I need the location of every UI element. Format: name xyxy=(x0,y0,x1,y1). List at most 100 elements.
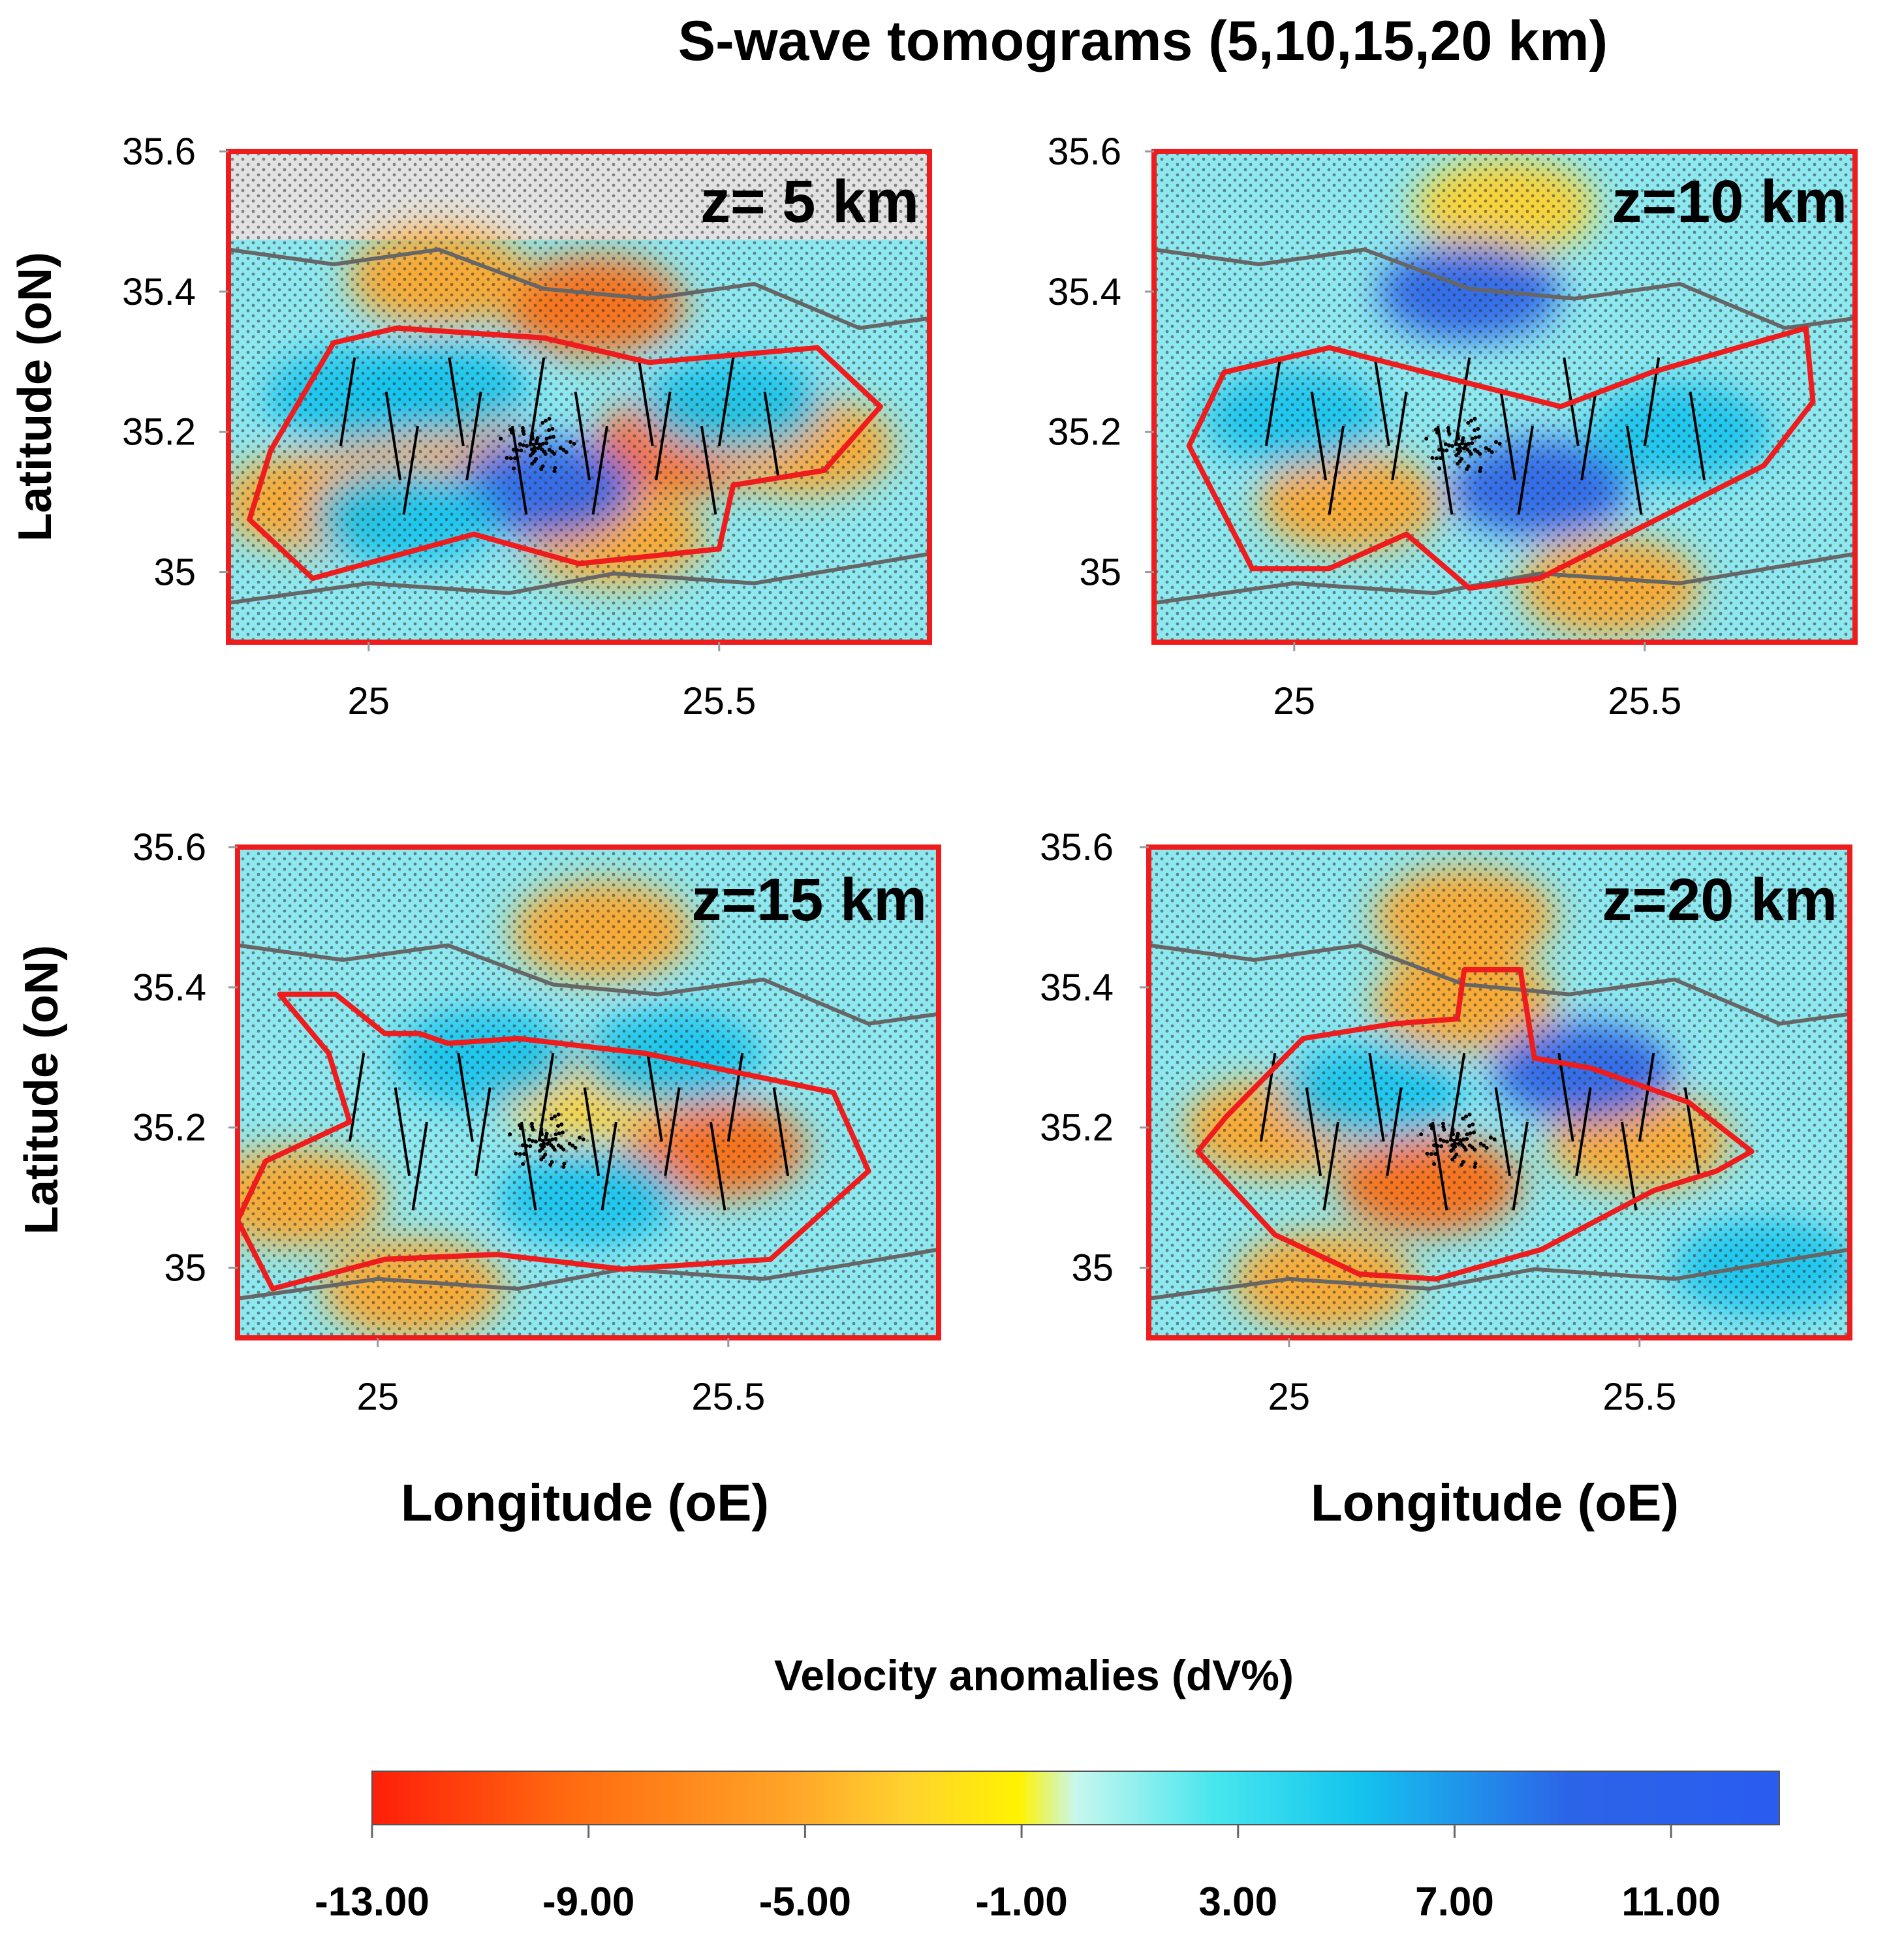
y-axis-label: Latitude (oN) xyxy=(16,945,68,1235)
fault-trace xyxy=(655,392,672,481)
x-tick-label: 25.5 xyxy=(1602,1376,1676,1418)
earthquake-epicenter xyxy=(539,1126,544,1131)
earthquake-epicenter xyxy=(540,1138,545,1143)
earthquake-epicenter xyxy=(518,442,522,446)
earthquake-epicenter xyxy=(538,1138,542,1142)
earthquake-epicenter xyxy=(548,435,552,440)
earthquake-epicenter xyxy=(1450,444,1454,448)
fault-trace xyxy=(1386,1087,1403,1177)
y-tick-label: 35.2 xyxy=(1048,411,1121,454)
coastline xyxy=(228,247,929,330)
earthquake-epicenter xyxy=(1461,446,1466,450)
fault-trace xyxy=(717,357,735,446)
earthquake-epicenter xyxy=(540,447,544,452)
fault-trace xyxy=(772,1087,790,1177)
earthquake-epicenter xyxy=(1430,456,1435,460)
fault-trace xyxy=(637,357,654,446)
fault-trace xyxy=(601,1121,617,1211)
earthquake-epicenter xyxy=(1441,1121,1445,1126)
earthquake-epicenter xyxy=(1471,1122,1475,1126)
earthquake-epicenter xyxy=(508,456,513,461)
earthquake-epicenter xyxy=(535,441,539,446)
earthquake-epicenter xyxy=(524,444,529,448)
y-tick-label: 35.6 xyxy=(122,131,196,173)
fault-trace xyxy=(339,357,356,446)
earthquake-epicenter xyxy=(561,448,566,452)
earthquake-epicenter xyxy=(547,428,552,433)
earthquake-epicenter xyxy=(1463,442,1468,447)
anomaly-field xyxy=(1154,151,1855,642)
earthquake-epicenter xyxy=(530,1139,535,1143)
earthquake-epicenter xyxy=(1450,1126,1455,1131)
panel-title: z= 5 km xyxy=(700,168,919,235)
earthquake-epicenter xyxy=(540,420,545,425)
colorbar-tick-label: 3.00 xyxy=(1198,1880,1277,1925)
earthquake-epicenter xyxy=(515,448,520,452)
earthquake-epicenter xyxy=(520,426,525,430)
colorbar-tick-label: 7.00 xyxy=(1415,1880,1494,1925)
earthquake-epicenter xyxy=(1441,448,1445,452)
earthquake-epicenter xyxy=(550,1137,555,1141)
fault-trace xyxy=(1305,1087,1322,1177)
fault-trace xyxy=(1431,1121,1448,1211)
earthquake-epicenter xyxy=(1487,448,1491,452)
earthquake-epicenter xyxy=(552,469,557,474)
colorbar-tick-label: -9.00 xyxy=(542,1880,634,1925)
earthquake-epicenter xyxy=(531,437,535,441)
colorbar-title: Velocity anomalies (dV%) xyxy=(774,1651,1294,1699)
fault-trace xyxy=(1454,357,1471,446)
coastline xyxy=(1149,943,1850,1026)
y-tick-label: 35 xyxy=(1071,1247,1114,1290)
earthquake-epicenter xyxy=(511,448,516,452)
coastline xyxy=(1154,247,1855,330)
earthquake-epicenter xyxy=(521,443,525,448)
earthquake-epicenter xyxy=(568,440,572,444)
fault-trace xyxy=(348,1053,366,1142)
y-tick-label: 35.2 xyxy=(133,1107,206,1149)
earthquake-epicenter xyxy=(536,446,540,450)
earthquake-epicenter xyxy=(531,1127,535,1132)
earthquake-epicenter xyxy=(1461,1116,1465,1121)
earthquake-epicenter xyxy=(514,1151,518,1156)
earthquake-epicenter xyxy=(509,430,514,435)
panel-frame xyxy=(1146,844,1852,1340)
earthquake-epicenter xyxy=(552,435,556,439)
earthquake-epicenter xyxy=(570,1143,575,1148)
fault-trace xyxy=(520,1121,537,1211)
earthquake-epicenter xyxy=(518,1126,523,1130)
fault-trace xyxy=(1512,1121,1529,1211)
earthquake-epicenter xyxy=(556,1112,561,1117)
earthquake-epicenter xyxy=(1482,1143,1486,1148)
earthquake-epicenter xyxy=(1466,464,1471,469)
fault-trace xyxy=(1580,392,1597,481)
earthquake-epicenter xyxy=(531,442,536,447)
earthquake-epicenter xyxy=(1437,448,1441,452)
earthquake-epicenter xyxy=(1433,427,1438,432)
fault-trace xyxy=(1328,426,1345,515)
panel-frame xyxy=(235,844,941,1340)
colorbar: Velocity anomalies (dV%) -13.00 -9.00 -5.0… xyxy=(315,1651,1780,1925)
fault-trace xyxy=(465,392,482,481)
colorbar-ticks: -13.00 -9.00 -5.00 -1.00 3.00 7.00 11.00 xyxy=(315,1825,1721,1925)
fault-trace xyxy=(402,426,419,515)
earthquake-epicenter xyxy=(1476,426,1480,431)
fault-trace xyxy=(384,392,402,481)
earthquake-epicenter xyxy=(567,1141,572,1146)
earthquake-epicenter xyxy=(1428,1123,1433,1128)
earthquake-epicenter xyxy=(533,1139,538,1144)
y-tick-label: 35 xyxy=(1079,551,1121,594)
earthquake-epicenter xyxy=(547,1138,552,1143)
coastline xyxy=(238,943,939,1026)
earthquake-epicenter xyxy=(524,1143,529,1148)
x-axis-label: Longitude (oE) xyxy=(401,1474,769,1532)
earthquake-epicenter xyxy=(1467,1143,1472,1148)
fault-trace xyxy=(1310,392,1328,481)
earthquake-epicenter xyxy=(573,1145,578,1150)
earthquake-epicenter xyxy=(564,450,569,454)
fault-trace xyxy=(1373,357,1390,446)
earthquake-epicenter xyxy=(1452,1138,1456,1143)
fault-trace xyxy=(763,392,781,481)
earthquake-epicenter xyxy=(1441,1139,1446,1143)
x-tick-label: 25 xyxy=(348,680,390,722)
